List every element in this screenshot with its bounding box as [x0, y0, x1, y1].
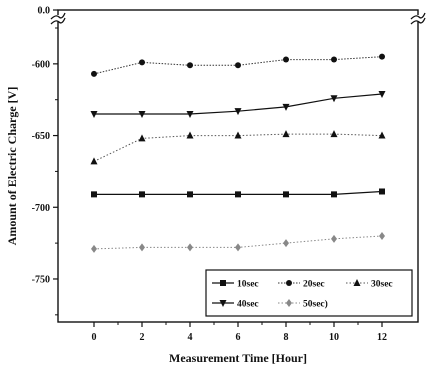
data-point [282, 103, 290, 111]
legend-item: 40sec [212, 300, 259, 310]
data-point [139, 191, 145, 198]
data-point [331, 234, 337, 243]
data-point [379, 231, 385, 240]
x-tick-label: 8 [284, 332, 289, 343]
data-point [330, 130, 338, 138]
y-tick-label: -650 [32, 131, 50, 142]
data-point [187, 62, 193, 69]
data-point [379, 53, 385, 60]
y-axis-label: Amount of Electric Charge [V] [5, 87, 19, 246]
data-point [138, 111, 146, 119]
x-axis-label: Measurement Time [Hour] [169, 351, 307, 365]
axis-break-mask-right [412, 15, 424, 21]
series-triangle-up [90, 130, 386, 165]
y-break-label: 0.0 [38, 6, 51, 17]
series-diamond [91, 231, 385, 253]
axis-break-mark-left-upper [50, 12, 66, 20]
data-point [286, 280, 292, 286]
data-point [235, 191, 241, 198]
legend-label: 40sec [237, 300, 259, 310]
legend-label: 20sec [303, 280, 325, 290]
series-layer [90, 53, 386, 253]
axis-break-mark-left-lower [50, 17, 66, 25]
data-point [186, 111, 194, 119]
x-tick-label: 2 [140, 332, 145, 343]
data-point [235, 62, 241, 69]
data-point [378, 90, 386, 98]
legend-item: 50sec) [278, 299, 328, 310]
x-tick-label: 6 [236, 332, 241, 343]
data-point [138, 134, 146, 142]
y-axis: -600 -650 -700 -750 0.0 [32, 6, 58, 316]
x-tick-label: 4 [188, 332, 193, 343]
data-point [286, 299, 292, 307]
data-point [186, 131, 194, 139]
data-point [220, 280, 226, 286]
data-point [234, 131, 242, 139]
data-point [91, 70, 97, 77]
y-tick-label: -750 [32, 274, 50, 285]
data-point [90, 157, 98, 165]
data-point [282, 130, 290, 138]
data-point [139, 59, 145, 66]
x-tick-label: 12 [377, 332, 387, 343]
data-point [187, 191, 193, 198]
series-circle [91, 53, 385, 77]
legend: 10sec 20sec 30sec 40sec 50sec) [205, 269, 413, 317]
data-point [235, 243, 241, 252]
data-point [91, 191, 97, 198]
series-square [91, 188, 385, 198]
series-triangle-down [90, 90, 386, 119]
axis-break-mask-left [52, 15, 64, 21]
data-point [283, 239, 289, 248]
x-tick-label: 10 [329, 332, 339, 343]
legend-label: 50sec) [303, 299, 328, 310]
legend-item: 20sec [278, 280, 325, 290]
legend-item: 10sec [212, 280, 259, 290]
data-point [234, 108, 242, 116]
x-tick-label: 0 [92, 332, 97, 343]
data-point [283, 56, 289, 63]
y-tick-label: -600 [32, 59, 50, 70]
data-point [379, 188, 385, 195]
x-axis: 0 2 4 6 8 10 12 [92, 322, 387, 343]
axis-break-mark-right-upper [410, 12, 426, 20]
data-point [330, 95, 338, 103]
legend-label: 30sec [371, 280, 393, 290]
data-point [378, 131, 386, 139]
data-point [90, 111, 98, 119]
data-point [331, 56, 337, 63]
data-point [331, 191, 337, 198]
legend-item: 30sec [346, 279, 393, 290]
data-point [187, 243, 193, 252]
data-point [219, 300, 227, 307]
data-point [91, 244, 97, 253]
legend-box [205, 269, 413, 317]
data-point [353, 279, 361, 286]
legend-label: 10sec [237, 280, 259, 290]
data-point [283, 191, 289, 198]
y-tick-label: -700 [32, 203, 50, 214]
data-point [139, 243, 145, 252]
axis-break-mark-right-lower [410, 17, 426, 25]
